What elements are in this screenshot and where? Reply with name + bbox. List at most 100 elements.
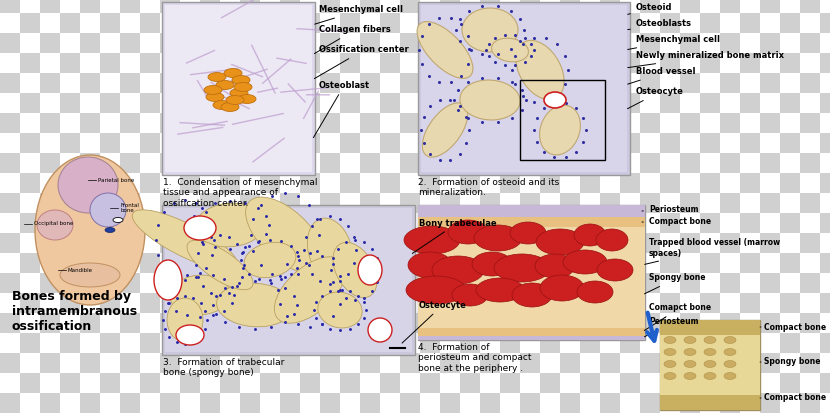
Bar	[140, 293, 160, 313]
Ellipse shape	[540, 105, 580, 155]
Bar	[440, 53, 460, 73]
Bar	[740, 293, 760, 313]
Bar	[620, 353, 640, 373]
Bar	[820, 233, 830, 253]
Bar	[660, 193, 680, 213]
Bar	[460, 113, 480, 133]
Bar	[700, 73, 720, 93]
Bar	[620, 373, 640, 393]
Bar	[120, 293, 140, 313]
Bar	[640, 173, 660, 193]
Bar	[300, 313, 320, 333]
Bar	[380, 53, 400, 73]
Bar	[520, 353, 540, 373]
Ellipse shape	[510, 222, 546, 244]
Bar	[160, 153, 180, 173]
Bar	[200, 93, 220, 113]
Bar	[580, 273, 600, 293]
Bar	[780, 293, 800, 313]
Bar	[560, 133, 580, 153]
Bar	[300, 253, 320, 273]
Bar	[240, 153, 260, 173]
Bar	[360, 233, 380, 253]
Text: Compact bone: Compact bone	[760, 394, 826, 403]
Bar	[0, 153, 20, 173]
Bar	[720, 393, 740, 413]
Bar	[340, 13, 360, 33]
Bar	[40, 93, 60, 113]
Bar	[540, 373, 560, 393]
Bar	[780, 193, 800, 213]
Bar	[540, 53, 560, 73]
Bar	[640, 33, 660, 53]
Text: Periosteum: Periosteum	[644, 318, 698, 337]
Bar	[260, 13, 280, 33]
Bar	[740, 393, 760, 413]
Bar	[300, 193, 320, 213]
Bar	[380, 213, 400, 233]
Bar	[760, 173, 780, 193]
Bar	[320, 153, 340, 173]
Bar	[500, 373, 520, 393]
Bar	[540, 233, 560, 253]
Bar	[160, 313, 180, 333]
Bar	[40, 273, 60, 293]
Bar	[620, 133, 640, 153]
Bar	[640, 73, 660, 93]
Bar	[300, 113, 320, 133]
Bar	[420, 133, 440, 153]
Bar	[540, 73, 560, 93]
Bar	[620, 0, 640, 13]
Bar	[560, 173, 580, 193]
Bar	[700, 93, 720, 113]
Ellipse shape	[408, 252, 452, 278]
Bar	[440, 93, 460, 113]
Bar	[80, 133, 100, 153]
Bar	[440, 13, 460, 33]
Bar	[340, 313, 360, 333]
Bar	[560, 273, 580, 293]
Bar	[80, 373, 100, 393]
Bar	[580, 373, 600, 393]
Bar	[460, 0, 480, 13]
Text: Osteoblasts: Osteoblasts	[627, 19, 692, 30]
Bar	[300, 53, 320, 73]
Bar	[700, 193, 720, 213]
Bar	[60, 373, 80, 393]
Bar	[40, 0, 60, 13]
Bar	[700, 53, 720, 73]
Bar	[560, 73, 580, 93]
Bar	[620, 293, 640, 313]
Bar	[740, 193, 760, 213]
Bar	[120, 53, 140, 73]
Bar	[520, 133, 540, 153]
Bar	[800, 373, 820, 393]
Bar	[760, 53, 780, 73]
Bar	[240, 13, 260, 33]
Bar	[640, 0, 660, 13]
Ellipse shape	[307, 218, 353, 282]
Bar	[520, 393, 540, 413]
Bar	[600, 193, 620, 213]
Bar	[700, 133, 720, 153]
Bar	[600, 173, 620, 193]
Bar	[740, 333, 760, 353]
Bar	[800, 33, 820, 53]
Bar	[280, 333, 300, 353]
Bar	[560, 313, 580, 333]
Bar	[340, 53, 360, 73]
Text: 3.  Formation of trabecular
bone (spongy bone): 3. Formation of trabecular bone (spongy …	[163, 358, 285, 377]
Bar	[280, 73, 300, 93]
Bar	[300, 13, 320, 33]
Bar	[780, 0, 800, 13]
Bar	[780, 13, 800, 33]
Bar	[20, 113, 40, 133]
Bar	[360, 353, 380, 373]
Bar	[660, 33, 680, 53]
Bar	[580, 333, 600, 353]
Bar	[440, 233, 460, 253]
Bar	[220, 73, 240, 93]
Bar	[100, 393, 120, 413]
Bar	[420, 53, 440, 73]
Bar	[418, 205, 645, 217]
